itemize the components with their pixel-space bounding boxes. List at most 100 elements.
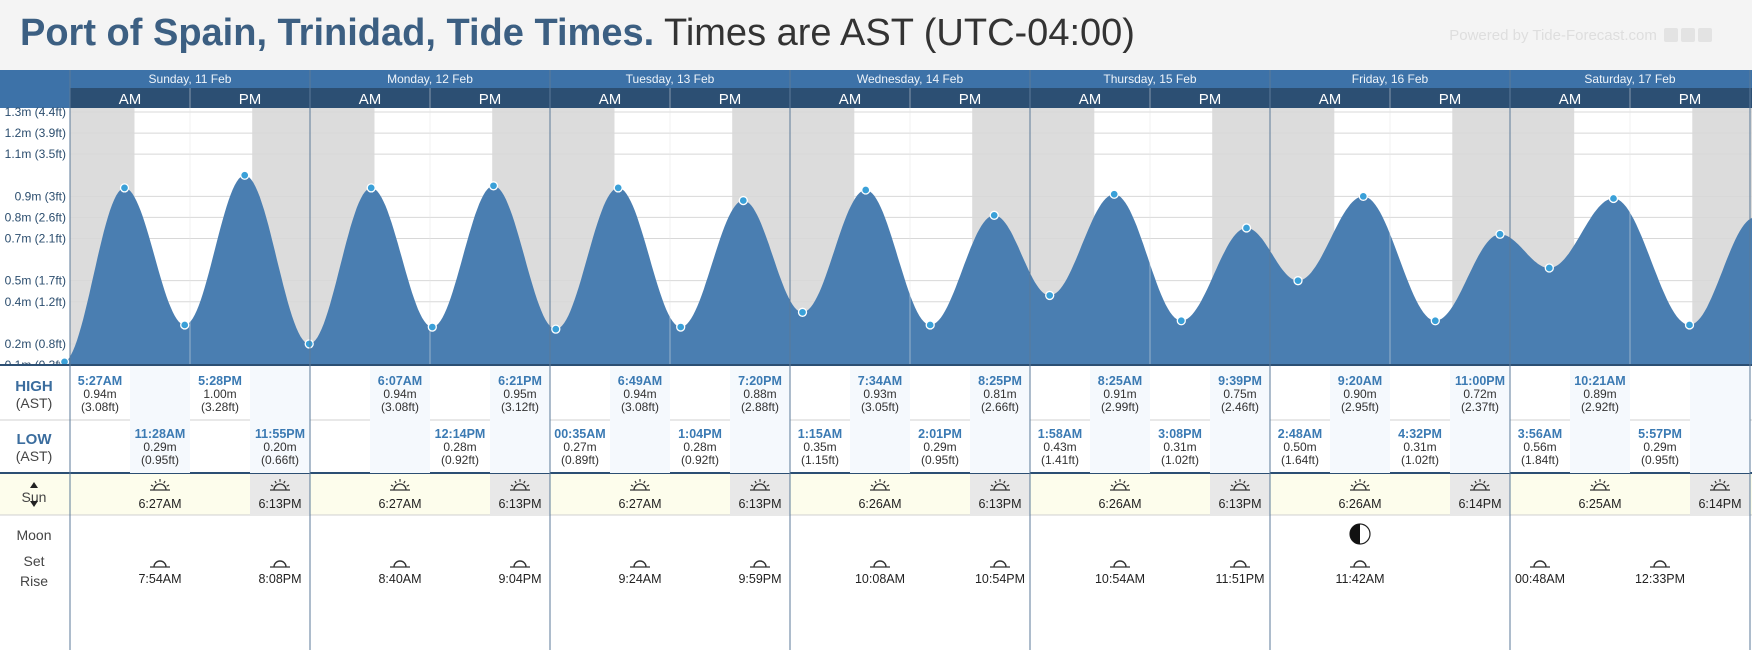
high-tide-feet: (3.12ft) <box>501 400 539 414</box>
high-tide-feet: (2.99ft) <box>1101 400 1139 414</box>
low-tide-point <box>1430 316 1440 326</box>
high-tide-feet: (3.08ft) <box>81 400 119 414</box>
low-tide-time: 2:48AM <box>1278 427 1322 441</box>
low-tide-point <box>427 322 437 332</box>
pm-label: PM <box>1199 91 1222 108</box>
high-tide-point <box>366 183 376 193</box>
sunset-time: 6:13PM <box>1218 497 1261 511</box>
moonset-icon <box>1650 560 1670 568</box>
y-tick-label: 0.8m (2.6ft) <box>5 210 66 224</box>
pm-label: PM <box>1439 91 1462 108</box>
low-tide-point <box>797 307 808 317</box>
high-tide-point <box>861 185 871 195</box>
cell-shade <box>970 366 1030 473</box>
low-row-label: LOW <box>17 431 53 448</box>
low-tide-feet: (1.02ft) <box>1401 453 1439 467</box>
sunrise-time: 6:26AM <box>858 497 901 511</box>
high-tide-height: 0.94m <box>383 387 416 401</box>
moon-time: 11:51PM <box>1215 572 1264 586</box>
low-tide-point <box>1176 316 1186 326</box>
low-tide-height: 0.29m <box>923 440 956 454</box>
high-tide-time: 5:28PM <box>198 374 242 388</box>
high-tide-height: 0.95m <box>503 387 536 401</box>
moonrise-icon <box>270 560 290 568</box>
sunrise-icon <box>390 479 410 491</box>
high-row-label: HIGH <box>15 378 53 395</box>
low-tide-height: 0.35m <box>803 440 836 454</box>
low-tide-feet: (0.92ft) <box>681 453 719 467</box>
pm-label: PM <box>719 91 742 108</box>
sunrise-icon <box>1590 479 1610 491</box>
sunrise-time: 6:26AM <box>1098 497 1141 511</box>
y-tick-label: 1.2m (3.9ft) <box>5 126 66 140</box>
high-tide-time: 7:20PM <box>738 374 782 388</box>
low-tide-feet: (0.89ft) <box>561 453 599 467</box>
sunrise-time: 6:25AM <box>1578 497 1621 511</box>
moon-time: 10:08AM <box>855 572 905 586</box>
cell-shade <box>370 366 430 473</box>
moon-rise-label: Rise <box>20 573 48 589</box>
moon-time: 8:08PM <box>258 572 301 586</box>
low-tide-time: 3:56AM <box>1518 427 1562 441</box>
low-tide-time: 1:58AM <box>1038 427 1082 441</box>
low-tide-time: 11:28AM <box>135 427 186 441</box>
moon-time: 10:54AM <box>1095 572 1145 586</box>
low-tide-point <box>180 320 190 330</box>
cell-shade <box>1450 366 1510 473</box>
low-tide-height: 0.20m <box>263 440 296 454</box>
high-tide-height: 0.89m <box>1583 387 1616 401</box>
sunset-icon <box>1230 479 1250 491</box>
low-tide-time: 4:32PM <box>1398 427 1442 441</box>
high-tide-feet: (3.08ft) <box>621 400 659 414</box>
moonset-icon <box>1350 560 1370 568</box>
sunset-time: 6:13PM <box>498 497 541 511</box>
sunset-icon <box>510 479 530 491</box>
facebook-icon[interactable] <box>1664 28 1678 42</box>
high-tide-time: 5:27AM <box>78 374 122 388</box>
day-header-band <box>0 70 1752 88</box>
sunrise-time: 6:27AM <box>138 497 181 511</box>
low-tide-point <box>304 339 314 349</box>
low-tide-feet: (1.15ft) <box>801 453 839 467</box>
cell-shade <box>1690 366 1750 473</box>
y-tick-label: 0.4m (1.2ft) <box>5 295 66 309</box>
low-tide-time: 11:55PM <box>255 427 305 441</box>
high-tide-point <box>989 210 999 220</box>
low-tide-height: 0.28m <box>443 440 476 454</box>
cell-shade <box>610 366 670 473</box>
sunrise-icon <box>1110 479 1130 491</box>
day-label: Monday, 12 Feb <box>387 72 473 86</box>
twitter-icon[interactable] <box>1681 28 1695 42</box>
low-tide-height: 0.43m <box>1043 440 1076 454</box>
sunset-icon <box>990 479 1010 491</box>
moonrise-icon <box>510 560 530 568</box>
moonrise-icon <box>1230 560 1250 568</box>
high-tide-point <box>1358 191 1368 201</box>
high-row-tz: (AST) <box>16 395 53 411</box>
cell-shade <box>1210 366 1270 473</box>
moon-time: 00:48AM <box>1515 572 1565 586</box>
print-icon[interactable] <box>1698 28 1712 42</box>
sunset-icon <box>1710 479 1730 491</box>
low-tide-feet: (0.92ft) <box>441 453 479 467</box>
pm-label: PM <box>959 91 982 108</box>
low-tide-point <box>1684 320 1695 330</box>
high-tide-feet: (3.08ft) <box>381 400 419 414</box>
low-tide-height: 0.56m <box>1523 440 1556 454</box>
location-title: Port of Spain, Trinidad, Tide Times. <box>20 12 655 54</box>
y-tick-label: 0.5m (1.7ft) <box>5 274 66 288</box>
moonset-icon <box>870 560 890 568</box>
sunrise-icon <box>150 479 170 491</box>
sunset-time: 6:14PM <box>1458 497 1501 511</box>
sunset-icon <box>270 479 290 491</box>
sunset-time: 6:13PM <box>738 497 781 511</box>
high-tide-height: 0.72m <box>1463 387 1496 401</box>
low-tide-time: 1:15AM <box>798 427 842 441</box>
first-quarter-moon-icon <box>1349 523 1371 545</box>
low-tide-height: 0.31m <box>1163 440 1196 454</box>
corner-cell <box>0 70 70 108</box>
cell-shade <box>130 366 190 473</box>
low-tide-feet: (0.95ft) <box>1641 453 1679 467</box>
moon-time: 12:33PM <box>1635 572 1685 586</box>
powered-by-badge[interactable]: Powered by Tide-Forecast.com <box>1449 27 1712 44</box>
